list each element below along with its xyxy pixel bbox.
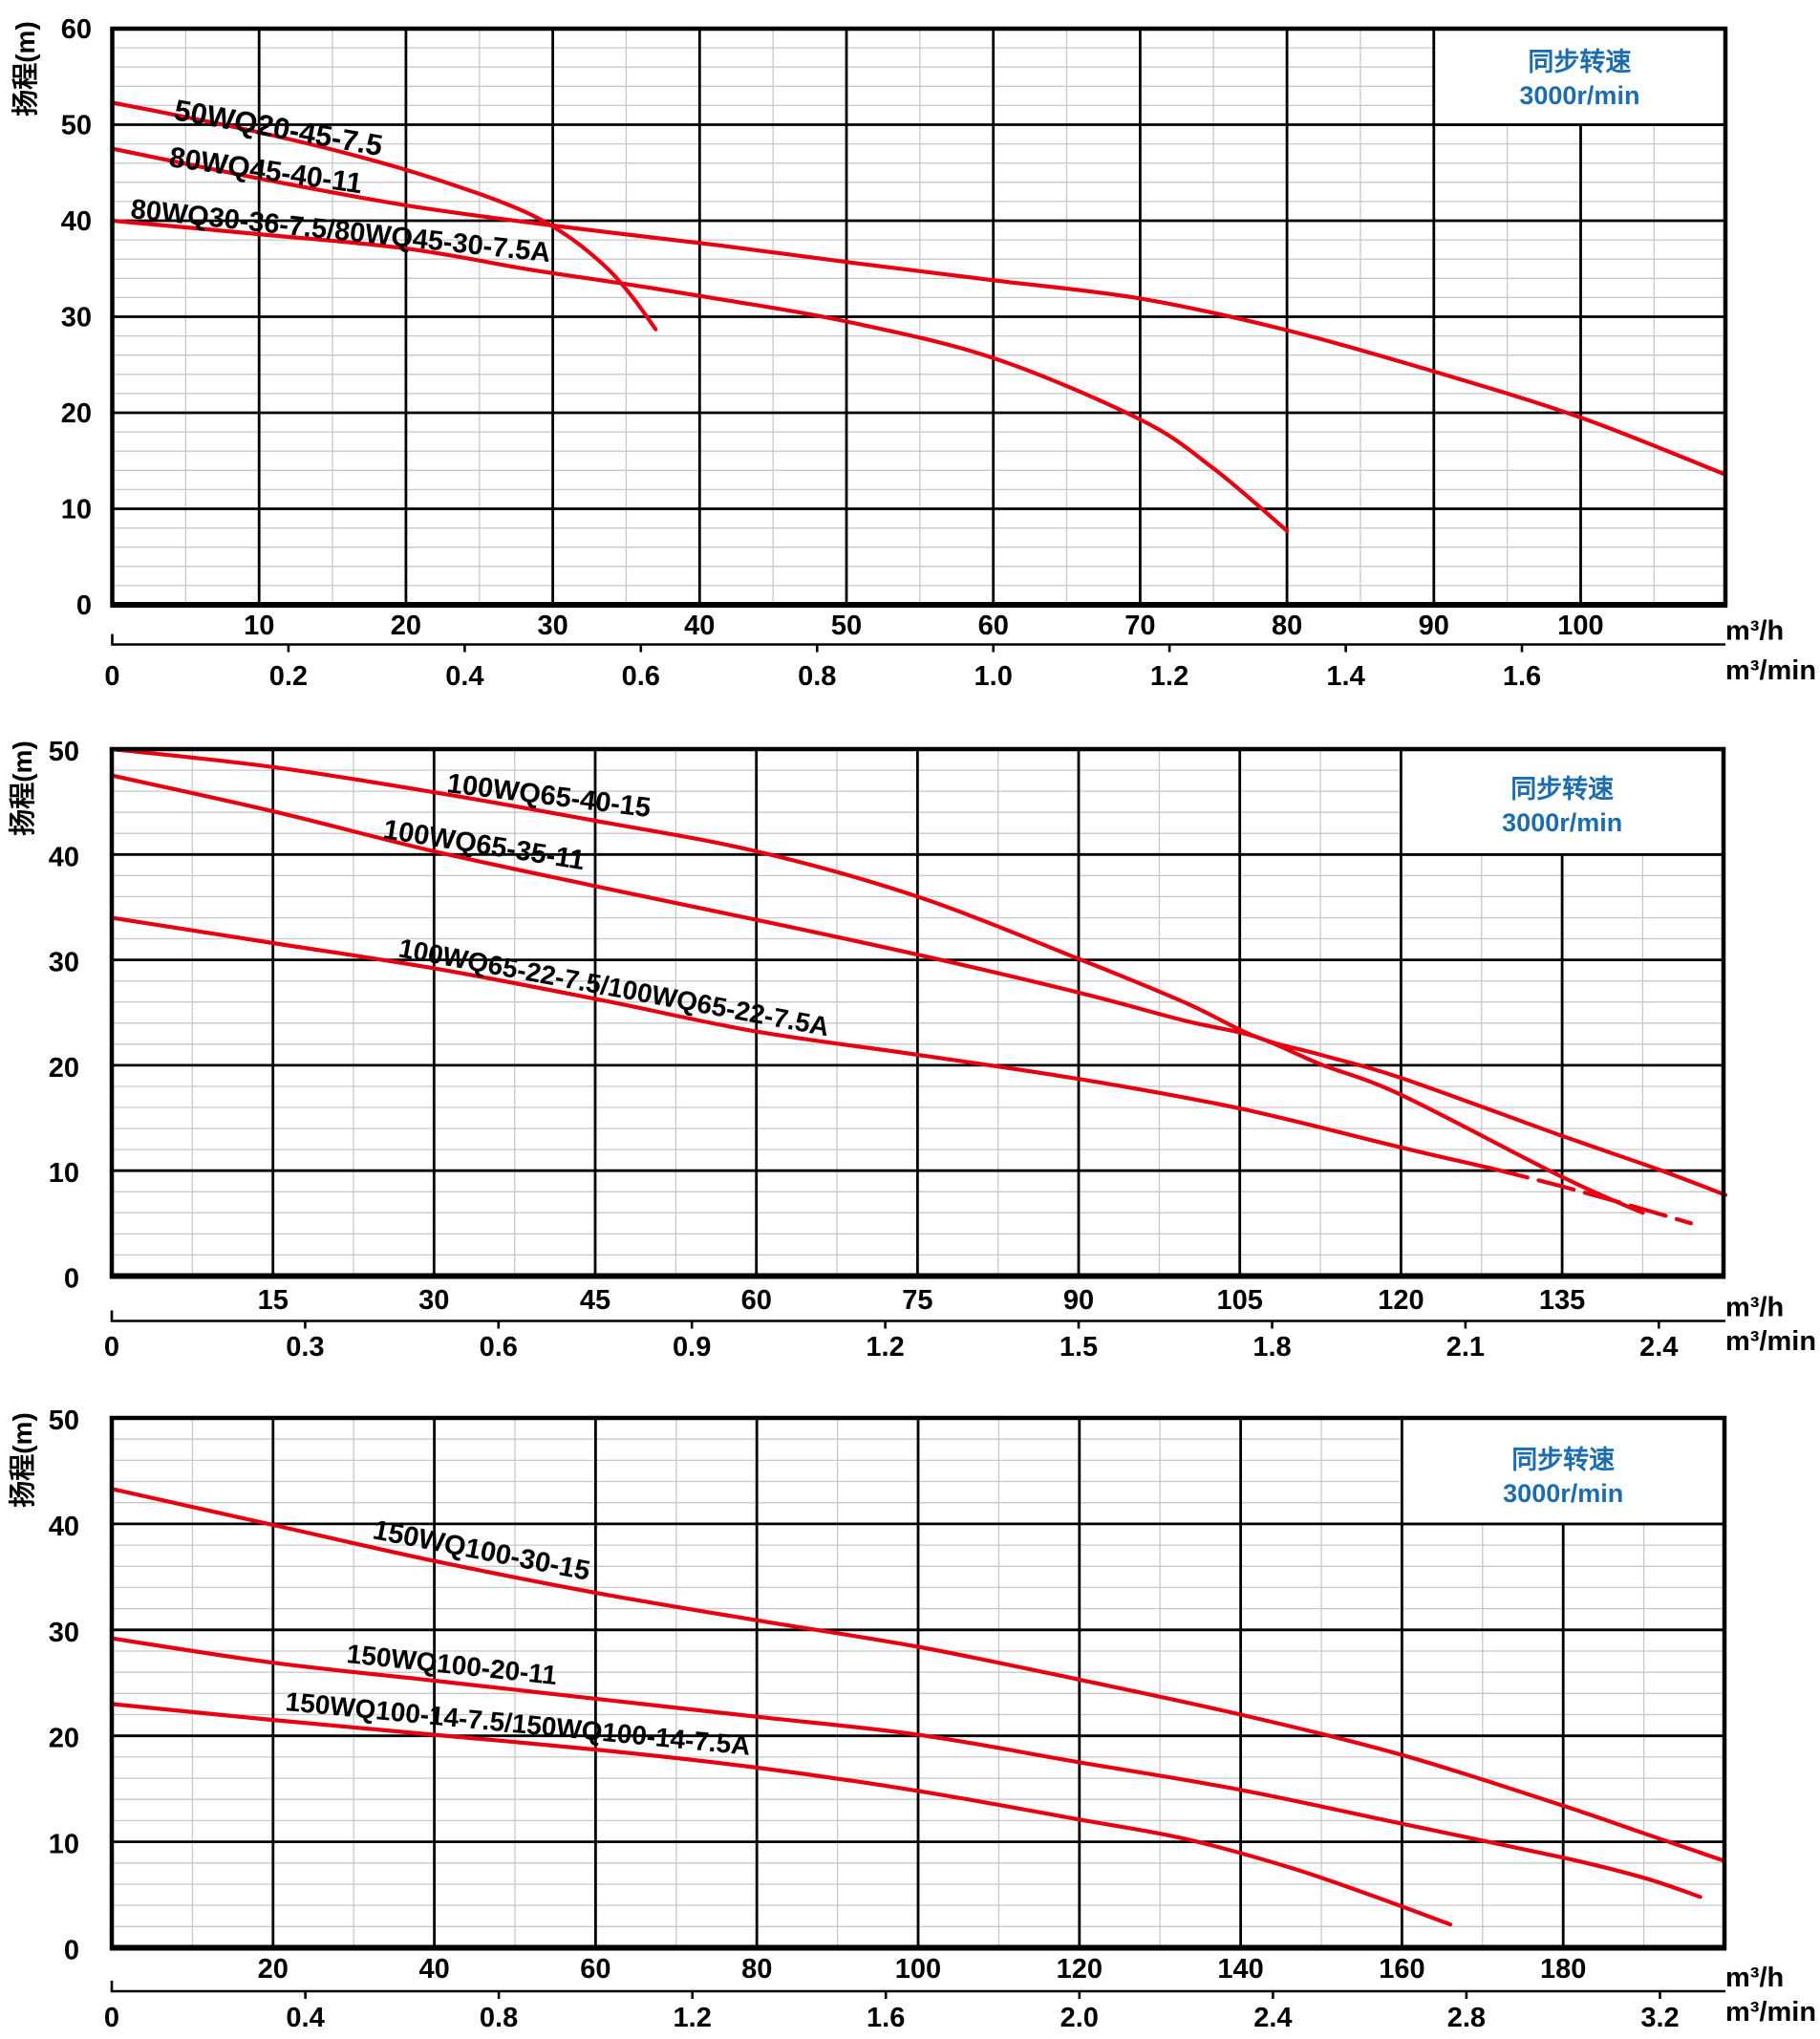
svg-text:2.4: 2.4 [1253,2003,1292,2033]
svg-text:0: 0 [64,1264,79,1295]
svg-text:3000r/min: 3000r/min [1519,81,1639,110]
svg-text:0.4: 0.4 [286,2003,324,2033]
svg-text:m³/min: m³/min [1725,1997,1816,2028]
svg-text:10: 10 [61,495,92,526]
svg-text:m³/min: m³/min [1725,1326,1816,1357]
svg-text:m³/h: m³/h [1725,1293,1784,1323]
svg-text:10: 10 [49,1830,79,1860]
svg-text:1.2: 1.2 [1150,661,1188,692]
svg-text:1.8: 1.8 [1253,1332,1291,1363]
svg-text:m³/min: m³/min [1725,655,1816,686]
svg-text:80: 80 [741,1954,772,1985]
svg-text:40: 40 [49,1512,79,1542]
svg-text:20: 20 [49,1724,79,1754]
svg-text:80: 80 [1272,611,1302,641]
svg-text:0.2: 0.2 [269,661,308,692]
svg-text:扬程(m): 扬程(m) [8,1412,37,1508]
svg-text:0.4: 0.4 [445,661,483,692]
svg-text:60: 60 [61,14,92,45]
svg-text:40: 40 [49,842,79,872]
svg-text:100: 100 [895,1954,941,1985]
svg-text:50: 50 [49,1406,79,1436]
svg-text:60: 60 [580,1954,610,1985]
svg-text:0.9: 0.9 [673,1332,711,1363]
svg-text:135: 135 [1539,1285,1585,1316]
svg-text:0.6: 0.6 [480,1332,518,1363]
svg-text:120: 120 [1378,1285,1424,1316]
svg-text:20: 20 [258,1954,289,1985]
svg-text:50: 50 [61,111,92,141]
svg-text:180: 180 [1540,1954,1586,1985]
svg-text:2.1: 2.1 [1446,1332,1485,1363]
svg-text:30: 30 [61,303,92,333]
svg-text:1.2: 1.2 [674,2003,712,2033]
svg-text:1.6: 1.6 [1503,661,1541,692]
svg-text:10: 10 [244,611,274,641]
svg-text:10: 10 [49,1158,79,1189]
svg-text:m³/h: m³/h [1725,616,1784,647]
svg-text:160: 160 [1379,1954,1424,1985]
svg-text:1.0: 1.0 [974,661,1013,692]
svg-text:60: 60 [741,1285,772,1316]
svg-text:同步转速: 同步转速 [1528,48,1631,76]
svg-text:扬程(m): 扬程(m) [11,21,40,117]
svg-text:30: 30 [418,1285,449,1316]
svg-text:90: 90 [1419,611,1449,641]
svg-text:60: 60 [978,611,1009,641]
svg-text:0: 0 [76,590,92,621]
svg-text:0.8: 0.8 [480,2003,518,2033]
svg-text:50: 50 [831,611,862,641]
svg-text:30: 30 [49,948,79,978]
svg-text:30: 30 [49,1618,79,1648]
svg-text:140: 140 [1217,1954,1263,1985]
svg-text:2.4: 2.4 [1639,1332,1678,1363]
svg-text:1.5: 1.5 [1060,1332,1098,1363]
svg-text:75: 75 [902,1285,932,1316]
svg-text:1.2: 1.2 [866,1332,904,1363]
svg-text:0.8: 0.8 [798,661,836,692]
svg-text:20: 20 [49,1053,79,1084]
svg-text:m³/h: m³/h [1725,1963,1784,1993]
svg-text:扬程(m): 扬程(m) [8,740,37,836]
svg-text:0: 0 [104,1332,119,1363]
svg-text:0: 0 [104,2003,119,2033]
svg-text:3000r/min: 3000r/min [1502,808,1622,837]
svg-text:45: 45 [580,1285,610,1316]
svg-text:1.4: 1.4 [1326,661,1364,692]
svg-text:90: 90 [1063,1285,1094,1316]
svg-text:20: 20 [61,398,92,429]
svg-text:15: 15 [258,1285,289,1316]
svg-text:0: 0 [64,1936,79,1966]
svg-text:30: 30 [537,611,567,641]
svg-text:40: 40 [61,206,92,237]
svg-text:2.8: 2.8 [1447,2003,1486,2033]
svg-text:3000r/min: 3000r/min [1503,1479,1623,1508]
svg-text:同步转速: 同步转速 [1510,775,1614,804]
svg-text:同步转速: 同步转速 [1511,1446,1615,1474]
svg-text:20: 20 [391,611,421,641]
svg-text:1.6: 1.6 [867,2003,905,2033]
svg-text:0: 0 [104,661,119,692]
svg-text:105: 105 [1217,1285,1263,1316]
svg-text:3.2: 3.2 [1640,2003,1679,2033]
svg-text:0.3: 0.3 [286,1332,324,1363]
svg-text:40: 40 [418,1954,449,1985]
svg-text:120: 120 [1057,1954,1103,1985]
svg-text:100: 100 [1557,611,1603,641]
svg-text:40: 40 [684,611,715,641]
svg-text:2.0: 2.0 [1060,2003,1099,2033]
svg-text:70: 70 [1124,611,1155,641]
svg-text:0.6: 0.6 [622,661,660,692]
svg-text:50: 50 [49,737,79,767]
